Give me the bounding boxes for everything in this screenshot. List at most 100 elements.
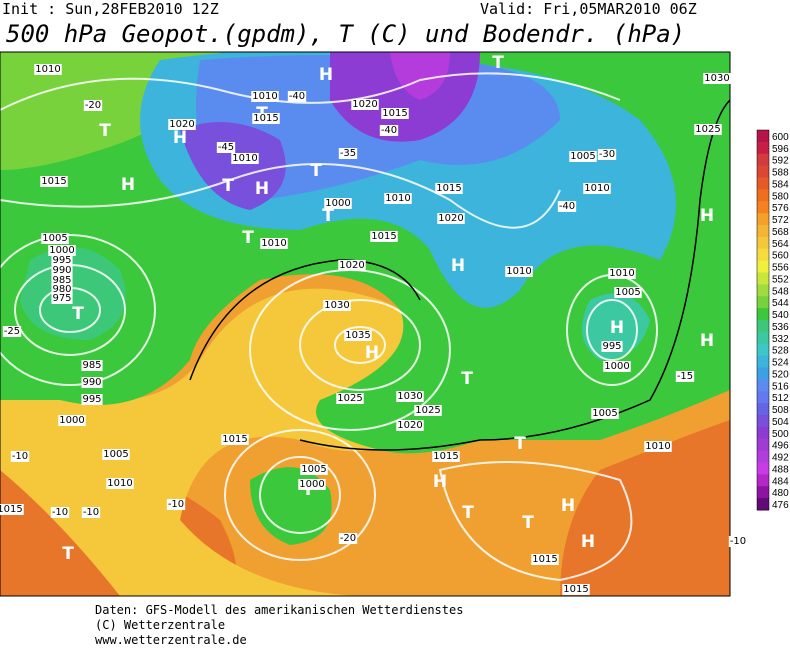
label-box bbox=[0, 504, 24, 515]
colorbar-swatch bbox=[757, 462, 769, 475]
label-box bbox=[338, 533, 358, 544]
colorbar-label: 492 bbox=[772, 453, 789, 464]
colorbar-swatch bbox=[757, 272, 769, 285]
colorbar-swatch bbox=[757, 141, 769, 155]
label-box bbox=[370, 231, 398, 242]
label-box bbox=[166, 499, 186, 510]
pressure-center: H bbox=[319, 65, 333, 85]
label-box bbox=[432, 451, 460, 462]
contour-label: 1000 bbox=[49, 245, 74, 256]
label-box bbox=[591, 408, 619, 419]
label-box bbox=[703, 73, 731, 84]
contour-label: 1020 bbox=[352, 99, 377, 110]
contour-label: 1015 bbox=[436, 183, 461, 194]
label-box bbox=[608, 268, 636, 279]
colorbar-label: 488 bbox=[772, 464, 789, 475]
pressure-center: T bbox=[242, 228, 254, 248]
contour-label: 990 bbox=[52, 265, 71, 276]
contour-label: 1010 bbox=[584, 183, 609, 194]
contour-label: 1020 bbox=[438, 213, 463, 224]
contour-label: 1025 bbox=[415, 405, 440, 416]
colorbar-swatch bbox=[757, 379, 769, 392]
contour-label: 1030 bbox=[397, 391, 422, 402]
colorbar-swatch bbox=[757, 498, 769, 511]
colorbar-swatch bbox=[757, 189, 769, 202]
colorbar-label: 572 bbox=[772, 215, 789, 226]
contour-label: 1005 bbox=[592, 408, 617, 419]
label-box bbox=[10, 451, 30, 462]
map-title: 500 hPa Geopot.(gpdm), T (C) und Bodendr… bbox=[6, 20, 685, 48]
contour-label: 1020 bbox=[339, 260, 364, 271]
colorbar-swatch bbox=[757, 355, 769, 368]
contour-label: 995 bbox=[82, 394, 101, 405]
colorbar-swatch bbox=[757, 296, 769, 309]
label-box bbox=[379, 125, 399, 136]
pressure-center: H bbox=[121, 175, 135, 195]
label-box bbox=[583, 183, 611, 194]
contour-label: 1020 bbox=[397, 420, 422, 431]
label-box bbox=[48, 245, 76, 256]
colorbar-label: 536 bbox=[772, 322, 789, 333]
label-box bbox=[298, 479, 326, 490]
label-box bbox=[50, 507, 70, 518]
contour-label: -10 bbox=[12, 451, 28, 462]
pressure-center: T bbox=[222, 176, 234, 196]
pressure-center: H bbox=[581, 532, 595, 552]
contour-label: 1010 bbox=[35, 64, 60, 75]
contour-label: 1010 bbox=[252, 91, 277, 102]
pressure-center: H bbox=[365, 343, 379, 363]
label-box bbox=[41, 233, 69, 244]
colorbar-label: 556 bbox=[772, 263, 789, 274]
contour-label: 1025 bbox=[337, 393, 362, 404]
colorbar: 6005965925885845805765725685645605565525… bbox=[756, 129, 789, 511]
colorbar-label: 480 bbox=[772, 488, 789, 499]
label-box bbox=[569, 151, 597, 162]
pressure-center: H bbox=[561, 496, 575, 516]
colorbar-swatch bbox=[757, 284, 769, 297]
contour-label: 1030 bbox=[704, 73, 729, 84]
contour-label: 1000 bbox=[59, 415, 84, 426]
colorbar-swatch bbox=[757, 438, 769, 452]
colorbar-label: 516 bbox=[772, 381, 789, 392]
colorbar-label: 524 bbox=[772, 358, 789, 369]
colorbar-swatch bbox=[757, 225, 769, 238]
pressure-center: T bbox=[514, 434, 526, 454]
label-box bbox=[260, 238, 288, 249]
colorbar-label: 544 bbox=[772, 298, 789, 309]
contour-label: 1015 bbox=[563, 584, 588, 595]
contour-label: 1010 bbox=[609, 268, 634, 279]
label-box bbox=[58, 415, 86, 426]
colorbar-label: 588 bbox=[772, 168, 789, 179]
label-box bbox=[614, 287, 642, 298]
contour-label: 1000 bbox=[325, 198, 350, 209]
footer-line: Daten: GFS-Modell des amerikanischen Wet… bbox=[95, 603, 463, 617]
colorbar-label: 580 bbox=[772, 191, 789, 202]
label-box bbox=[231, 153, 259, 164]
footer-line: (C) Wetterzentrale bbox=[95, 618, 225, 632]
label-box bbox=[437, 213, 465, 224]
contour-label: -40 bbox=[289, 91, 305, 102]
colorbar-swatch bbox=[757, 201, 769, 214]
pressure-center: T bbox=[522, 513, 534, 533]
contour-label: -40 bbox=[559, 201, 575, 212]
map-labels: TTTHHHHTTTTHTHHHHTTHHTTHTT1010-201020101… bbox=[0, 53, 748, 595]
label-box bbox=[51, 293, 73, 304]
contour-label: 995 bbox=[602, 341, 621, 352]
colorbar-swatch bbox=[757, 403, 769, 416]
contour-label: 1005 bbox=[103, 449, 128, 460]
label-box bbox=[384, 193, 412, 204]
label-box bbox=[531, 554, 559, 565]
colorbar-swatch bbox=[757, 153, 769, 167]
colorbar-label: 512 bbox=[772, 393, 789, 404]
pressure-center: T bbox=[62, 544, 74, 564]
label-box bbox=[435, 183, 463, 194]
label-box bbox=[251, 91, 279, 102]
label-box bbox=[81, 394, 103, 405]
label-box bbox=[344, 330, 372, 341]
colorbar-swatch bbox=[757, 331, 769, 345]
label-box bbox=[81, 360, 103, 371]
label-box bbox=[221, 434, 249, 445]
colorbar-label: 496 bbox=[772, 441, 789, 452]
pressure-center: T bbox=[461, 369, 473, 389]
